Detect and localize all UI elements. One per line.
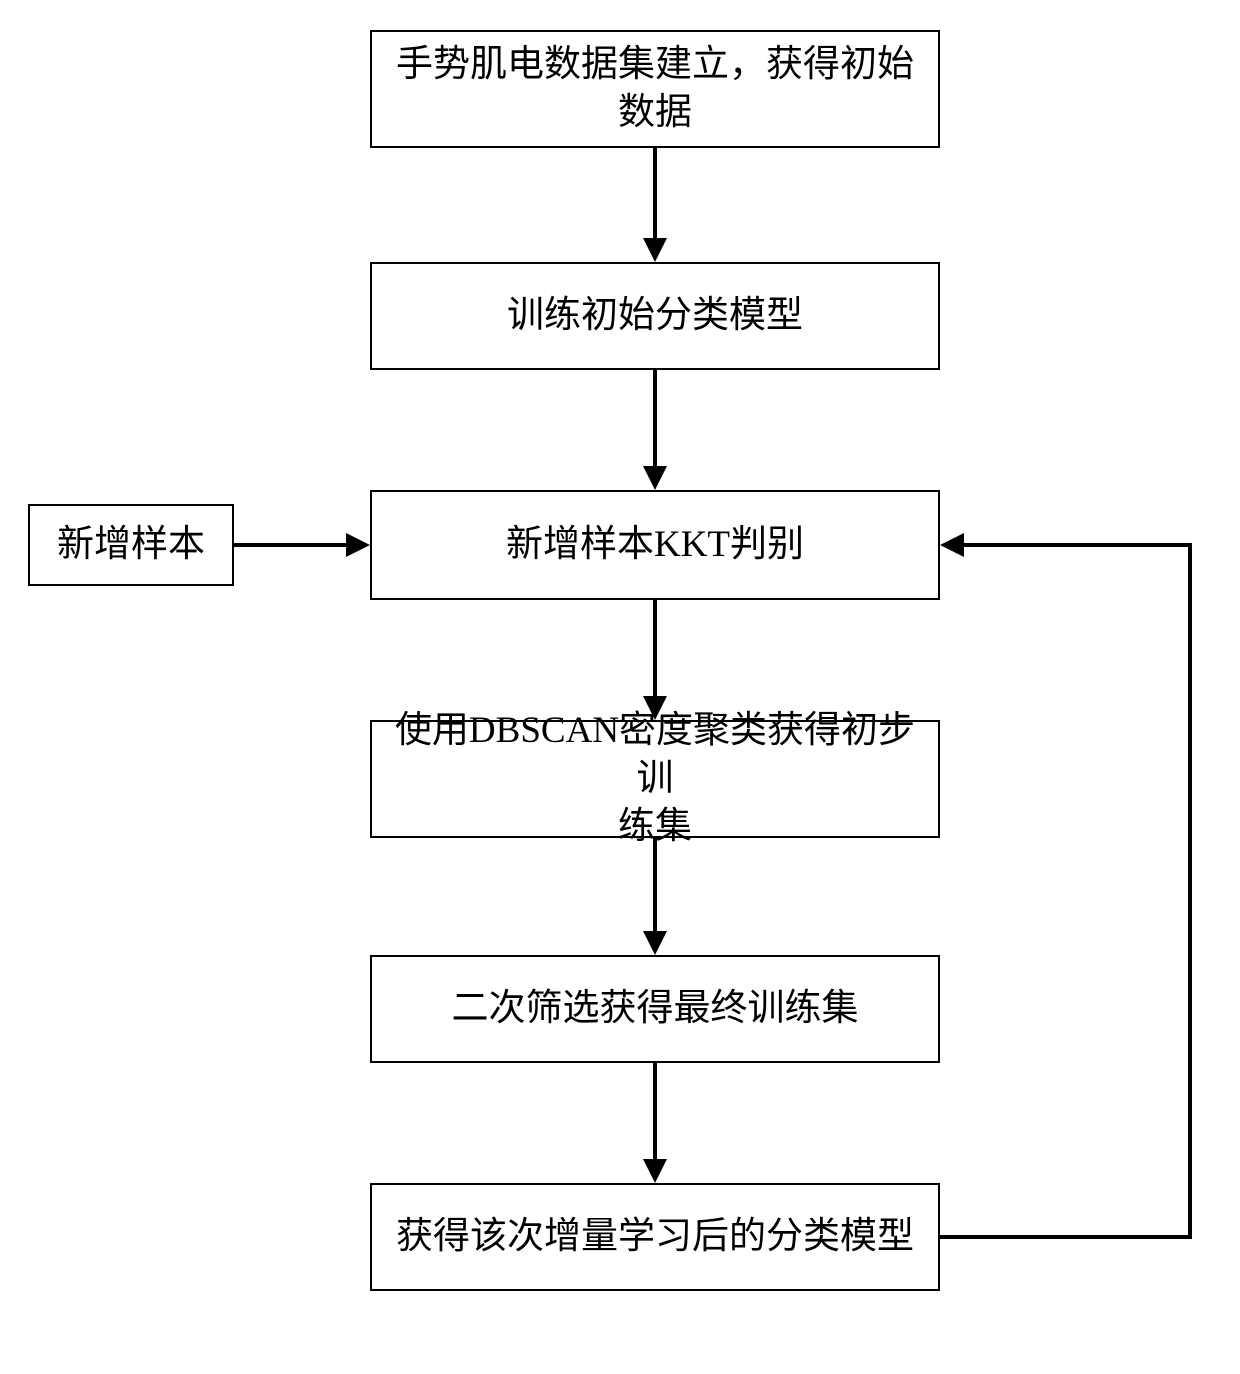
node-label: 二次筛选获得最终训练集 [452, 985, 859, 1033]
node-label: 训练初始分类模型 [507, 292, 803, 340]
flow-node-new-sample: 新增样本 [28, 504, 234, 586]
flow-node-final-model: 获得该次增量学习后的分类模型 [370, 1183, 940, 1291]
flow-node-dataset: 手势肌电数据集建立，获得初始 数据 [370, 30, 940, 148]
node-label: 新增样本KKT判别 [506, 521, 804, 569]
flow-node-train-initial: 训练初始分类模型 [370, 262, 940, 370]
flow-node-second-filter: 二次筛选获得最终训练集 [370, 955, 940, 1063]
node-label: 手势肌电数据集建立，获得初始 数据 [396, 41, 914, 137]
node-label: 使用DBSCAN密度聚类获得初步训 练集 [384, 707, 926, 851]
flow-node-kkt: 新增样本KKT判别 [370, 490, 940, 600]
node-label: 新增样本 [57, 521, 205, 569]
flow-node-dbscan: 使用DBSCAN密度聚类获得初步训 练集 [370, 720, 940, 838]
node-label: 获得该次增量学习后的分类模型 [396, 1213, 914, 1261]
flow-arrows [0, 0, 1240, 1374]
